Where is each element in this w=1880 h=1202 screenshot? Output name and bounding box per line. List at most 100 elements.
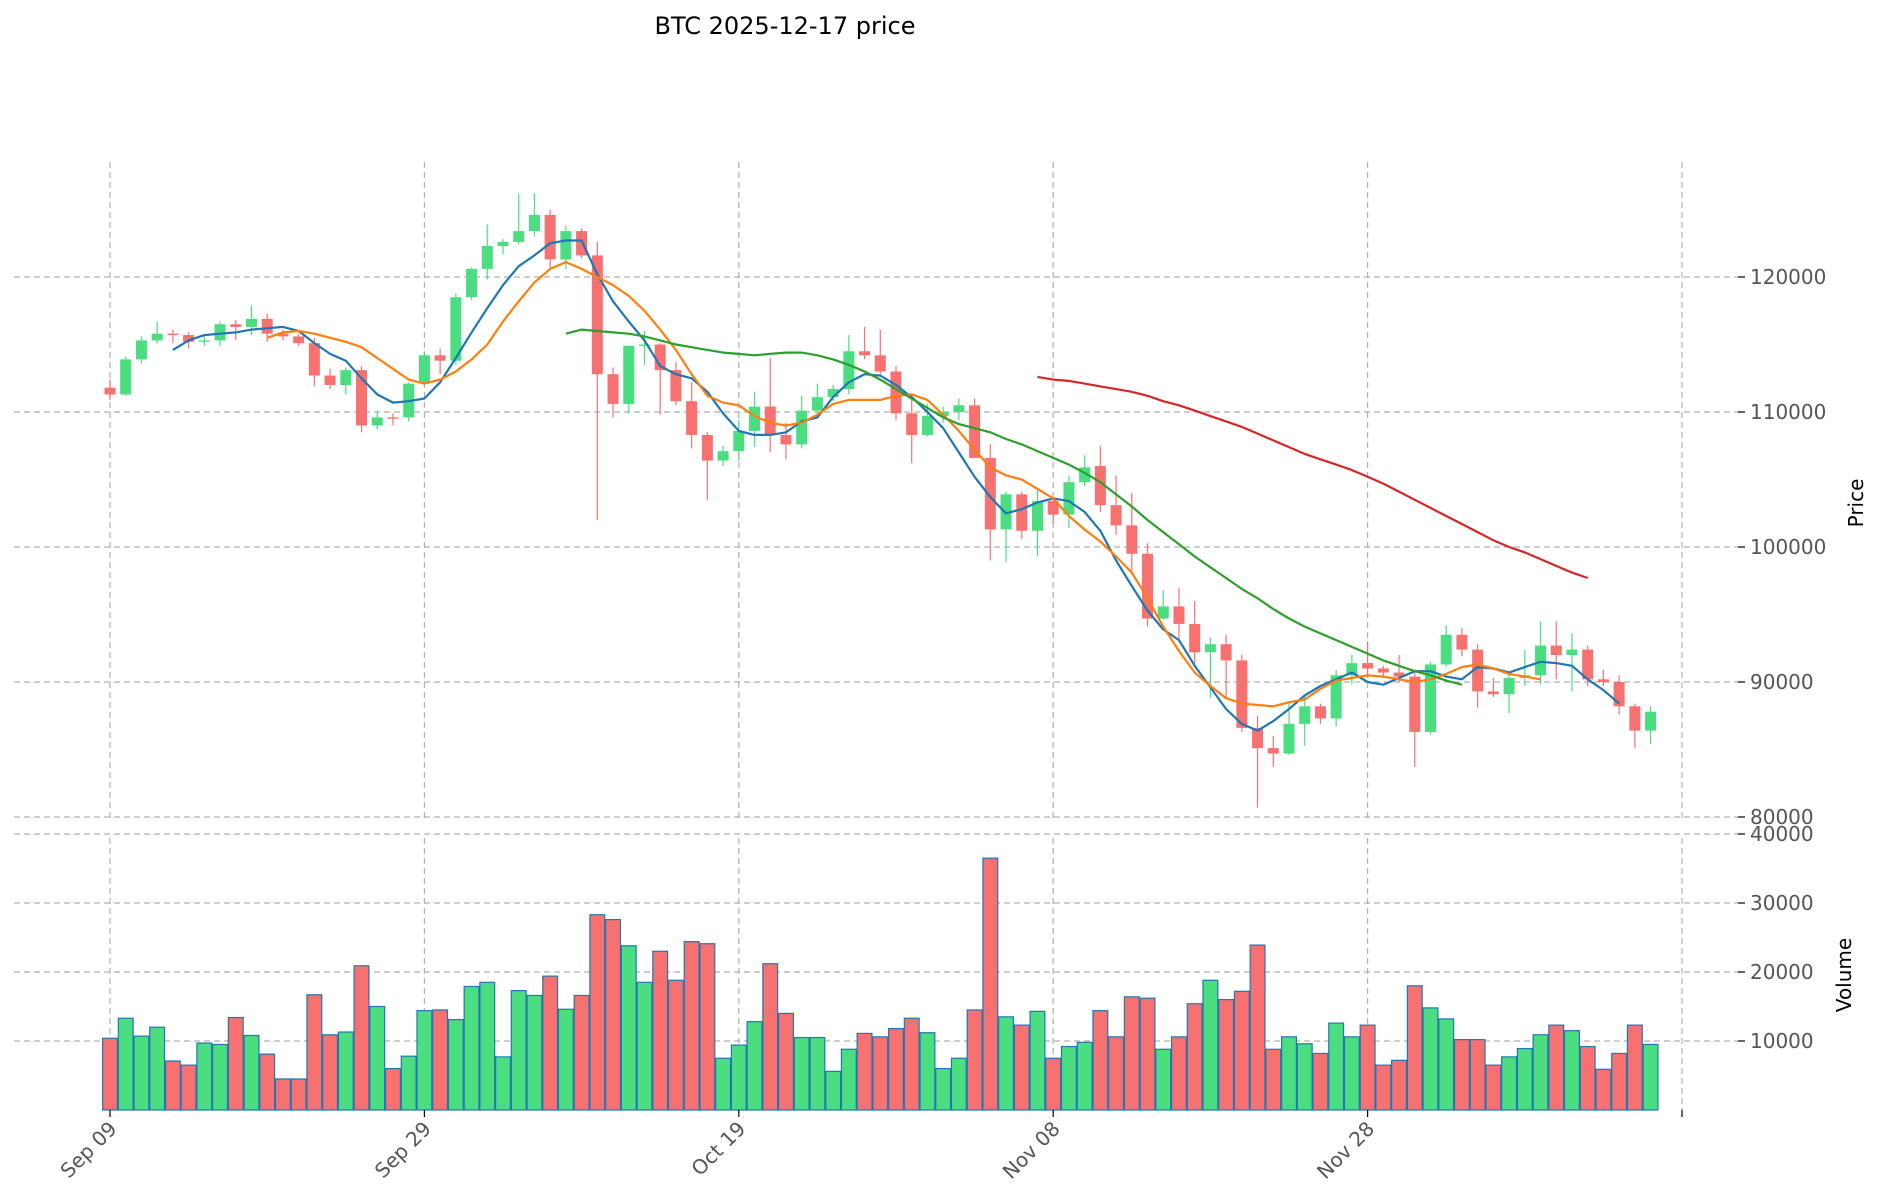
ma60-line [1037, 375, 1589, 580]
volume-bar [777, 1012, 794, 1111]
volume-bar [887, 1027, 904, 1111]
candle-body [1566, 649, 1578, 655]
candle-body [1314, 706, 1326, 719]
volume-bar [1280, 1036, 1297, 1111]
volume-bar [1218, 998, 1235, 1111]
volume-bar [1422, 1007, 1439, 1111]
price-tick-label: 80000 [1750, 805, 1814, 829]
candle-body [843, 351, 855, 390]
volume-bar [1375, 1064, 1392, 1111]
candle-body [811, 397, 823, 411]
volume-bar [1139, 997, 1156, 1111]
volume-bar [573, 994, 590, 1111]
volume-bar [1391, 1059, 1408, 1111]
volume-bar [432, 1009, 449, 1111]
volume-bar [526, 994, 543, 1111]
volume-bar [1579, 1045, 1596, 1111]
x-tick-label: Nov 28 [1312, 1117, 1379, 1184]
volume-bars [101, 857, 1659, 1111]
x-tick-label: Nov 08 [998, 1117, 1065, 1184]
volume-bar [605, 918, 622, 1111]
candle-body [371, 417, 383, 426]
candle-body [497, 241, 509, 246]
volume-bar [683, 941, 700, 1111]
volume-bar [117, 1017, 134, 1111]
candle-body [418, 355, 430, 384]
candle-body [1110, 505, 1122, 526]
volume-bar [1170, 1036, 1187, 1111]
volume-bar [416, 1010, 433, 1111]
candle-body [576, 231, 588, 256]
candle-body [1550, 645, 1562, 655]
volume-bar [542, 975, 559, 1111]
volume-bar [243, 1034, 260, 1111]
volume-tick-label: 40000 [1750, 822, 1814, 846]
candle-body [591, 255, 603, 375]
candle-body [1016, 494, 1028, 531]
candle-body [1079, 467, 1091, 483]
candle-body [1283, 723, 1295, 754]
volume-bar [950, 1057, 967, 1111]
volume-bar [384, 1067, 401, 1111]
candle-body [890, 371, 902, 414]
candle-body [1377, 668, 1389, 673]
candle-body [1220, 644, 1232, 661]
volume-bar [1076, 1041, 1093, 1111]
price-axis: 80000 90000 100000 110000 120000 [1738, 265, 1826, 829]
candle-body [607, 374, 619, 404]
candle-body [780, 434, 792, 445]
volume-bar [840, 1048, 857, 1111]
candle-body [308, 343, 320, 376]
volume-bar [1265, 1048, 1282, 1111]
ma14-line [266, 261, 1541, 708]
volume-bar [259, 1053, 276, 1111]
candle-body [513, 231, 525, 242]
volume-bar [447, 1019, 464, 1111]
volume-bar [274, 1078, 291, 1111]
volume-bar [825, 1070, 842, 1111]
volume-bar [1296, 1043, 1313, 1111]
candle-body [104, 387, 116, 395]
candle-body [686, 401, 698, 435]
candle-body [1362, 663, 1374, 669]
volume-bar [1469, 1039, 1486, 1111]
candle-body [1189, 623, 1201, 653]
volume-bar [1563, 1030, 1580, 1111]
candle-body [450, 297, 462, 361]
volume-bar [1359, 1024, 1376, 1111]
candle-body [749, 406, 761, 431]
volume-bar [1453, 1039, 1470, 1111]
candle-body [1267, 748, 1279, 754]
volume-bar [1233, 990, 1250, 1111]
candle-body [701, 434, 713, 461]
volume-bar [101, 1037, 118, 1111]
price-axis-label: Price [1844, 479, 1868, 528]
ma30-line [565, 328, 1463, 686]
volume-bar [557, 1008, 574, 1111]
candle-body [1613, 682, 1625, 707]
candle-body [1440, 634, 1452, 665]
candle-body [921, 416, 933, 435]
candle-body [827, 389, 839, 398]
candle-body [1487, 691, 1499, 695]
volume-bar [227, 1016, 244, 1111]
candle-body [1047, 501, 1059, 515]
volume-bar [715, 1057, 732, 1111]
volume-bar [998, 1016, 1015, 1111]
candle-body [324, 375, 336, 385]
candle-body [953, 405, 965, 412]
volume-bar [1249, 944, 1266, 1111]
volume-bar [306, 994, 323, 1111]
candle-body [796, 410, 808, 445]
candle-body [623, 345, 635, 404]
volume-bar [809, 1036, 826, 1111]
volume-bar [636, 981, 653, 1111]
volume-bar [1328, 1022, 1345, 1111]
volume-bar [1501, 1056, 1518, 1111]
volume-bar [510, 990, 527, 1111]
candle-body [874, 355, 886, 372]
volume-bar [322, 1034, 339, 1111]
volume-bar [149, 1026, 166, 1111]
volume-bar [1438, 1018, 1455, 1111]
